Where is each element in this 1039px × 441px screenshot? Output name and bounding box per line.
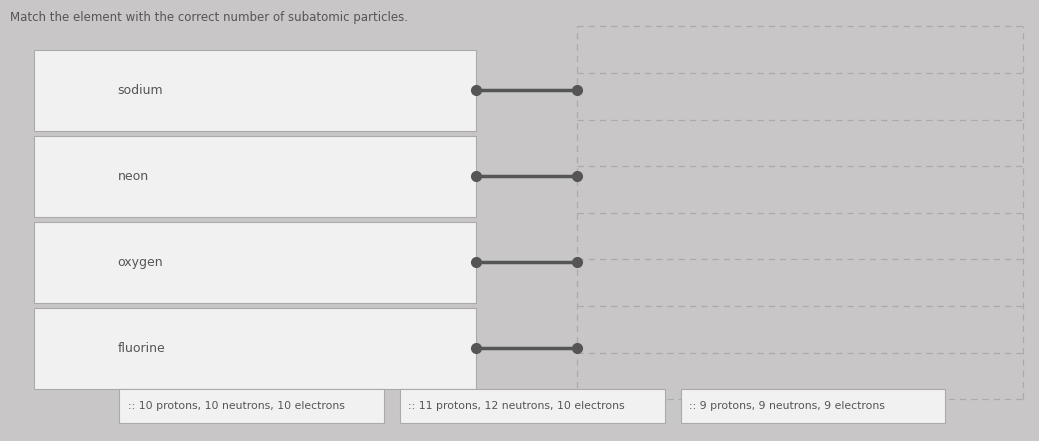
Text: fluorine: fluorine xyxy=(117,342,165,355)
Text: :: 9 protons, 9 neutrons, 9 electrons: :: 9 protons, 9 neutrons, 9 electrons xyxy=(689,401,885,411)
Text: oxygen: oxygen xyxy=(117,256,163,269)
FancyBboxPatch shape xyxy=(681,389,945,423)
FancyBboxPatch shape xyxy=(400,389,665,423)
Text: sodium: sodium xyxy=(117,84,163,97)
Text: neon: neon xyxy=(117,170,149,183)
FancyBboxPatch shape xyxy=(34,222,476,303)
FancyBboxPatch shape xyxy=(34,308,476,389)
Text: :: 11 protons, 12 neutrons, 10 electrons: :: 11 protons, 12 neutrons, 10 electrons xyxy=(408,401,624,411)
FancyBboxPatch shape xyxy=(34,136,476,217)
Text: :: 10 protons, 10 neutrons, 10 electrons: :: 10 protons, 10 neutrons, 10 electrons xyxy=(128,401,345,411)
FancyBboxPatch shape xyxy=(34,50,476,131)
FancyBboxPatch shape xyxy=(119,389,384,423)
Text: Match the element with the correct number of subatomic particles.: Match the element with the correct numbe… xyxy=(10,11,408,24)
